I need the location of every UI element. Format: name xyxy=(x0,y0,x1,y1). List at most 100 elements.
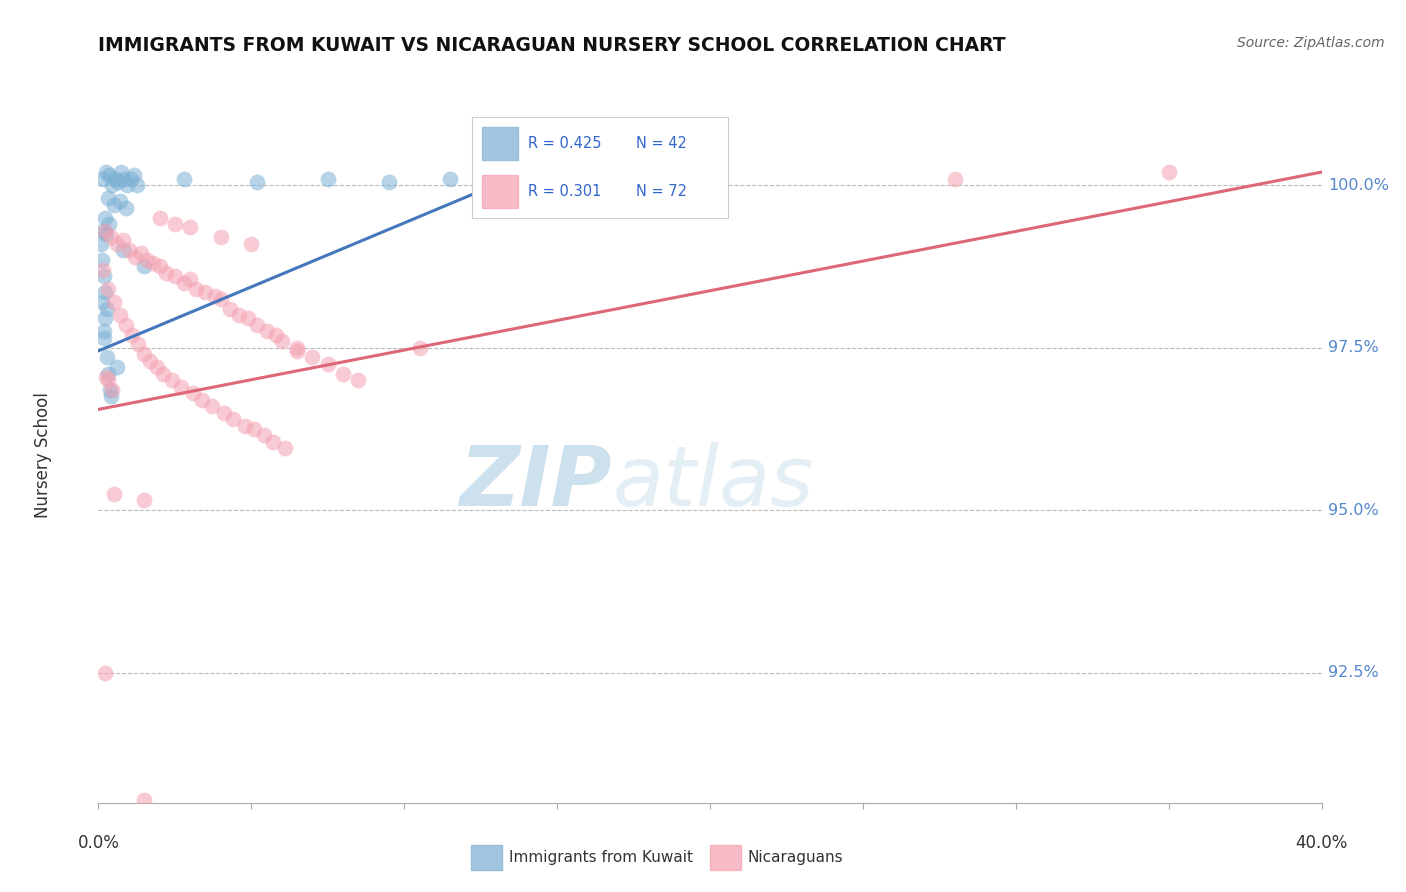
Point xyxy=(155,266,177,280)
Point xyxy=(111,233,134,247)
Point xyxy=(274,442,297,456)
Point xyxy=(118,243,141,257)
Point xyxy=(243,422,266,436)
Point xyxy=(96,351,118,365)
Point xyxy=(209,292,232,306)
Point xyxy=(100,230,122,244)
Point xyxy=(173,276,195,290)
Point xyxy=(270,334,294,348)
Point xyxy=(125,178,148,192)
Point xyxy=(347,373,370,387)
Text: 100.0%: 100.0% xyxy=(1327,178,1389,193)
Text: Nursery School: Nursery School xyxy=(34,392,52,518)
Point xyxy=(91,262,114,277)
Text: Source: ZipAtlas.com: Source: ZipAtlas.com xyxy=(1237,36,1385,50)
Point xyxy=(228,308,250,322)
Point xyxy=(107,175,129,189)
Point xyxy=(285,343,308,358)
Point xyxy=(332,367,354,381)
Text: atlas: atlas xyxy=(612,442,814,524)
Point xyxy=(112,171,135,186)
Point xyxy=(105,236,128,251)
Point xyxy=(98,383,121,397)
Text: Immigrants from Kuwait: Immigrants from Kuwait xyxy=(509,850,693,864)
Point xyxy=(285,341,308,355)
Point xyxy=(233,418,256,433)
Point xyxy=(98,217,121,231)
Text: ZIP: ZIP xyxy=(460,442,612,524)
Point xyxy=(134,493,156,508)
Point xyxy=(103,487,125,501)
Point xyxy=(97,367,120,381)
Point xyxy=(93,324,115,338)
Text: Nicaraguans: Nicaraguans xyxy=(748,850,844,864)
Point xyxy=(316,357,339,371)
Point xyxy=(115,318,138,332)
Point xyxy=(121,327,143,342)
Point xyxy=(163,217,186,231)
Point xyxy=(262,434,284,449)
Point xyxy=(93,211,115,225)
Point xyxy=(238,311,260,326)
Point xyxy=(181,386,204,401)
Point xyxy=(90,236,112,251)
Point xyxy=(94,370,117,384)
Point xyxy=(93,224,115,238)
Point xyxy=(191,392,214,407)
Point xyxy=(94,227,117,241)
Point xyxy=(152,805,174,820)
Point xyxy=(103,197,125,211)
Point xyxy=(98,169,121,183)
Point xyxy=(163,269,186,284)
Point xyxy=(264,327,287,342)
Point xyxy=(252,428,274,442)
Point xyxy=(149,260,172,274)
Point xyxy=(103,295,125,310)
Point xyxy=(212,406,235,420)
Point xyxy=(120,171,142,186)
Point xyxy=(186,282,208,296)
Text: IMMIGRANTS FROM KUWAIT VS NICARAGUAN NURSERY SCHOOL CORRELATION CHART: IMMIGRANTS FROM KUWAIT VS NICARAGUAN NUR… xyxy=(98,36,1007,54)
Point xyxy=(194,285,217,300)
Point xyxy=(94,311,117,326)
Point xyxy=(204,288,226,302)
Point xyxy=(179,272,201,286)
Point xyxy=(110,165,132,179)
Point xyxy=(91,171,114,186)
Point xyxy=(439,171,461,186)
Point xyxy=(134,260,156,274)
Point xyxy=(91,295,114,310)
Point xyxy=(100,389,122,403)
Point xyxy=(97,373,120,387)
Point xyxy=(139,353,162,368)
Point xyxy=(93,331,115,345)
Point xyxy=(127,337,149,351)
Point xyxy=(134,792,156,806)
Point xyxy=(93,665,115,680)
Point xyxy=(240,236,263,251)
Point xyxy=(160,373,183,387)
Point xyxy=(124,250,146,264)
Point xyxy=(222,412,245,426)
Point xyxy=(145,360,167,375)
Point xyxy=(129,246,152,260)
Text: 92.5%: 92.5% xyxy=(1327,665,1378,681)
Point xyxy=(122,169,145,183)
Point xyxy=(256,324,278,338)
Point xyxy=(1157,165,1180,179)
Point xyxy=(136,252,159,267)
Point xyxy=(94,165,117,179)
Point xyxy=(94,285,117,300)
Point xyxy=(104,171,127,186)
Point xyxy=(101,178,124,192)
Point xyxy=(378,175,401,189)
Point xyxy=(101,383,124,397)
Text: 40.0%: 40.0% xyxy=(1295,834,1348,852)
Point xyxy=(246,175,269,189)
Point xyxy=(200,399,222,413)
Point xyxy=(219,301,242,316)
Text: 95.0%: 95.0% xyxy=(1327,503,1378,517)
Text: 97.5%: 97.5% xyxy=(1327,340,1378,355)
Point xyxy=(316,171,339,186)
Point xyxy=(97,282,120,296)
